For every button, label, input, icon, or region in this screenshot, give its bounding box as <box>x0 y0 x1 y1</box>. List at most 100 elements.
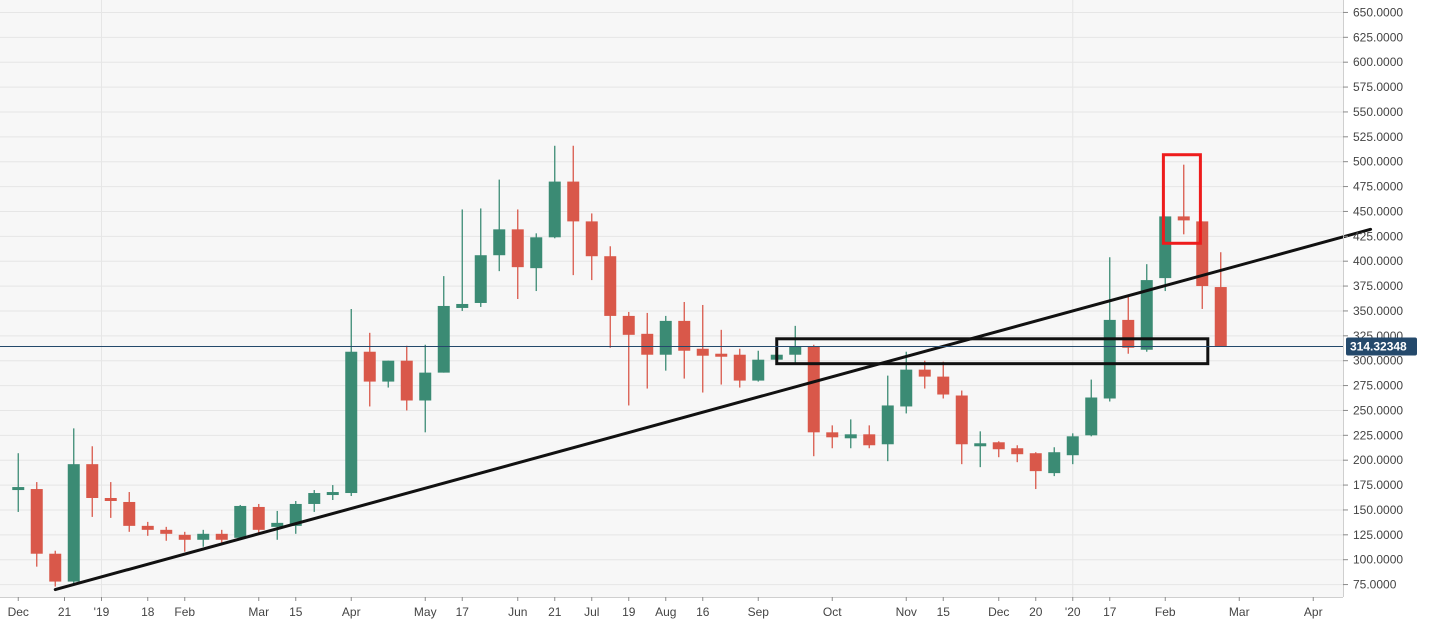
candle-bearish <box>178 531 191 552</box>
candle-bullish <box>289 500 302 534</box>
y-tick-label: 625.0000 <box>1353 30 1403 44</box>
candle-body <box>974 443 987 447</box>
candle-bullish <box>474 208 487 307</box>
candle-bearish <box>863 425 876 449</box>
candle-bearish <box>49 550 62 587</box>
y-tick-label: 275.0000 <box>1353 379 1403 393</box>
candle-bearish <box>1029 452 1042 490</box>
candle-bullish <box>382 360 395 388</box>
candle-body <box>1177 216 1190 221</box>
candle-body <box>215 533 228 540</box>
y-tick-label: 650.0000 <box>1353 5 1403 19</box>
candle-bearish <box>992 441 1005 458</box>
y-tick-label: 300.0000 <box>1353 354 1403 368</box>
candle-body <box>1140 280 1153 350</box>
candle-body <box>900 369 913 407</box>
candle-body <box>733 354 746 381</box>
x-tick-label: 17 <box>1103 605 1117 619</box>
candle-bearish <box>123 492 136 532</box>
candle-body <box>548 181 561 238</box>
candle-bearish <box>585 213 598 281</box>
candle-body <box>1066 436 1079 456</box>
candle-body <box>419 372 432 401</box>
candle-bullish <box>1066 433 1079 465</box>
candle-body <box>123 501 136 526</box>
candle-body <box>437 305 450 373</box>
candle-bearish <box>215 529 228 543</box>
candle-body <box>826 432 839 438</box>
x-tick-label: '20 <box>1065 605 1081 619</box>
candle-body <box>400 360 413 401</box>
candle-body <box>1029 453 1042 472</box>
candle-body <box>1085 397 1098 436</box>
candle-bearish <box>622 311 635 406</box>
candle-bearish <box>567 145 580 276</box>
y-tick-label: 475.0000 <box>1353 180 1403 194</box>
candle-bearish <box>141 521 154 536</box>
candle-bearish <box>715 329 728 385</box>
x-tick-label: Feb <box>174 605 195 619</box>
grid <box>0 0 1343 597</box>
candle-body <box>12 487 25 491</box>
candle-bullish <box>197 529 210 547</box>
candle-bullish <box>12 453 25 512</box>
candle-bullish <box>789 325 802 363</box>
candle-bearish <box>1214 252 1227 347</box>
y-tick-label: 375.0000 <box>1353 279 1403 293</box>
candle-bearish <box>400 345 413 411</box>
candle-body <box>1011 448 1024 455</box>
x-tick-label: 15 <box>937 605 951 619</box>
candle-bearish <box>252 503 265 534</box>
candle-body <box>715 353 728 357</box>
x-tick-label: Apr <box>1304 605 1323 619</box>
candle-body <box>141 525 154 530</box>
y-tick-label: 500.0000 <box>1353 155 1403 169</box>
candle-bullish <box>1140 264 1153 352</box>
y-axis: 75.0000 100.0000 125.0000 150.0000 175.0000 2… <box>1343 0 1403 597</box>
candle-body <box>382 360 395 382</box>
support-zone-box[interactable] <box>775 337 1210 366</box>
y-tick-label: 450.0000 <box>1353 204 1403 218</box>
x-axis: Dec 21 '19 18 Feb Mar 15 Apr May 17 Jun 21 Jul 19 Aug 1… <box>0 597 1343 619</box>
candle-body <box>363 351 376 382</box>
annotations <box>53 153 1373 592</box>
x-tick-label: Apr <box>342 605 361 619</box>
last-price-tag-label: 314.32348 <box>1350 339 1407 353</box>
candle-body <box>104 497 117 501</box>
candle-bullish <box>548 145 561 239</box>
candle-bearish <box>826 425 839 449</box>
candle-body <box>918 369 931 377</box>
candle-body <box>1122 319 1135 348</box>
x-tick-label: Mar <box>1229 605 1250 619</box>
x-tick-label: 21 <box>58 605 72 619</box>
candle-bearish <box>104 482 117 518</box>
candle-bullish <box>1085 379 1098 437</box>
candle-body <box>86 464 99 498</box>
candle-bearish <box>696 304 709 393</box>
candle-bearish <box>641 312 654 389</box>
candle-body <box>326 492 339 496</box>
candle-bullish <box>419 344 432 433</box>
highlight-box[interactable] <box>1161 153 1202 245</box>
candle-bullish <box>974 431 987 468</box>
candle-body <box>992 442 1005 450</box>
candle-body <box>844 434 857 439</box>
y-tick-label: 400.0000 <box>1353 254 1403 268</box>
candle-bullish <box>456 209 469 311</box>
y-tick-label: 550.0000 <box>1353 105 1403 119</box>
candle-body <box>622 315 635 335</box>
trendline[interactable] <box>53 227 1373 592</box>
candle-bullish <box>345 308 358 497</box>
y-tick-label: 225.0000 <box>1353 428 1403 442</box>
candle-body <box>160 529 173 534</box>
candle-bullish <box>881 375 894 462</box>
x-tick-label: Dec <box>988 605 1009 619</box>
candle-body <box>807 346 820 433</box>
y-tick-label: 600.0000 <box>1353 55 1403 69</box>
x-tick-label: 21 <box>548 605 562 619</box>
candle-body <box>696 348 709 356</box>
candle-body <box>881 405 894 445</box>
x-tick-label: '19 <box>94 605 110 619</box>
candle-body <box>49 553 62 582</box>
candle-body <box>511 229 524 268</box>
